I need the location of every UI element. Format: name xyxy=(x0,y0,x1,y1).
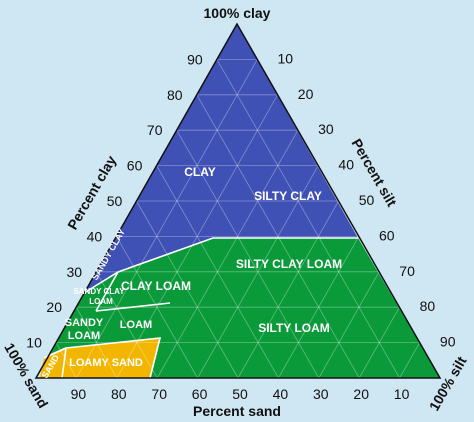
region-label-silty-loam: SILTY LOAM xyxy=(258,321,330,335)
region-label-clay-loam: CLAY LOAM xyxy=(121,279,191,293)
left-tick-label: 30 xyxy=(67,264,83,280)
region-label-sandy-clay-loam-2: LOAM xyxy=(89,297,113,306)
left-tick-label: 70 xyxy=(147,122,163,138)
grid-line xyxy=(197,165,319,378)
left-tick-label: 50 xyxy=(107,193,123,209)
grid-lines xyxy=(55,59,421,378)
right-tick-label: 50 xyxy=(359,192,375,208)
bottom-tick-labels: 90 80 70 60 50 40 30 20 10 xyxy=(71,386,410,402)
regions-layer xyxy=(40,24,440,378)
region-label-sandy-clay-loam-1: SANDY CLAY xyxy=(73,287,125,296)
right-tick-labels: 10 20 30 40 50 60 70 80 90 xyxy=(278,50,456,349)
grid-line xyxy=(216,59,400,378)
region-boundaries xyxy=(43,237,358,379)
bottom-tick-label: 70 xyxy=(151,386,167,402)
loam-region xyxy=(50,238,440,378)
right-tick-label: 60 xyxy=(379,227,395,243)
right-tick-label: 30 xyxy=(318,121,334,137)
grid-line xyxy=(116,94,278,378)
grid-line xyxy=(318,271,380,378)
grid-line xyxy=(196,94,360,378)
grid-line xyxy=(55,342,77,378)
left-tick-label: 20 xyxy=(46,299,62,315)
corner-clay-label: 100% clay xyxy=(204,5,271,21)
bottom-tick-label: 60 xyxy=(192,386,208,402)
left-tick-labels: 90 80 70 60 50 40 30 20 10 xyxy=(26,51,203,350)
right-tick-label: 10 xyxy=(278,50,294,66)
grid-line xyxy=(176,130,320,378)
grid-line xyxy=(136,200,239,378)
region-label-clay: CLAY xyxy=(184,165,216,179)
bottom-tick-label: 30 xyxy=(313,386,329,402)
region-label-silty-clay-loam: SILTY CLAY LOAM xyxy=(236,257,342,271)
grid-line xyxy=(156,165,279,378)
grid-line xyxy=(76,59,258,378)
region-label-sandy-loam-2: LOAM xyxy=(68,330,100,342)
bottom-tick-label: 10 xyxy=(394,386,410,402)
bottom-tick-label: 50 xyxy=(232,386,248,402)
grid-line xyxy=(116,236,198,378)
right-tick-label: 20 xyxy=(298,86,314,102)
left-tick-label: 60 xyxy=(127,158,143,174)
region-label-sandy-loam-1: SANDY xyxy=(65,317,104,329)
axis-title-silt: Percent silt xyxy=(349,136,401,210)
bottom-tick-label: 40 xyxy=(273,386,289,402)
left-tick-label: 80 xyxy=(167,87,183,103)
left-tick-label: 90 xyxy=(187,51,203,67)
right-tick-label: 40 xyxy=(338,157,354,173)
corner-silt-label: 100% silt xyxy=(426,353,470,413)
grid-line xyxy=(237,200,339,378)
left-tick-label: 40 xyxy=(87,228,103,244)
grid-line xyxy=(399,342,421,378)
right-tick-label: 90 xyxy=(440,334,456,350)
grid-line xyxy=(358,307,400,378)
bottom-tick-label: 20 xyxy=(353,386,369,402)
bottom-tick-label: 90 xyxy=(71,386,87,402)
clay-region xyxy=(84,24,358,293)
right-tick-label: 80 xyxy=(420,298,436,314)
sand-region xyxy=(40,348,66,378)
grid-line xyxy=(95,271,158,378)
grid-line xyxy=(156,130,299,378)
right-tick-label: 70 xyxy=(399,263,415,279)
grid-line xyxy=(278,236,360,378)
region-label-loamy-sand: LOAMY SAND xyxy=(69,357,143,369)
grid-line xyxy=(75,307,118,378)
region-label-silty-clay: SILTY CLAY xyxy=(254,189,322,203)
region-label-loam: LOAM xyxy=(120,319,152,331)
triangle-outline xyxy=(34,22,442,379)
bottom-tick-label: 80 xyxy=(111,386,127,402)
axis-title-sand: Percent sand xyxy=(193,403,281,419)
left-tick-label: 10 xyxy=(26,335,42,351)
